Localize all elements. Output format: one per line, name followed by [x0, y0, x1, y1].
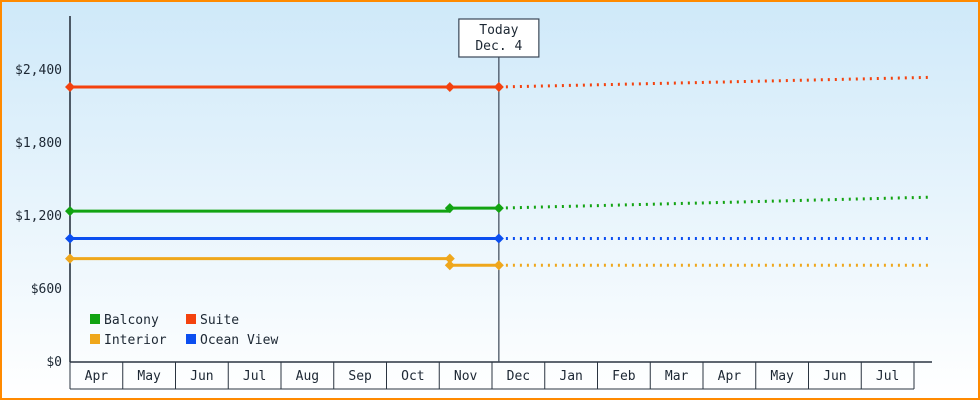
y-tick-label: $1,800	[15, 136, 62, 151]
x-tick-label: Mar	[665, 369, 689, 384]
price-marker-interior	[493, 260, 504, 271]
x-tick-label: Jul	[243, 369, 266, 384]
x-tick-label: May	[137, 369, 161, 384]
today-callout-box	[458, 18, 540, 58]
price-marker-interior	[444, 253, 455, 264]
today-label-line2: Dec. 4	[475, 39, 522, 54]
x-tick-label: Oct	[401, 369, 424, 384]
x-tick-label: Jul	[876, 369, 899, 384]
x-tick-label: Dec	[507, 369, 530, 384]
x-tick-label: Sep	[348, 369, 372, 384]
price-marker-suite	[65, 82, 75, 93]
x-tick-label: Jun	[823, 369, 846, 384]
x-tick-label: Apr	[718, 369, 742, 384]
legend-swatch-ocean-view	[186, 334, 196, 344]
legend-label-suite: Suite	[200, 313, 239, 328]
x-tick-label: Nov	[454, 369, 478, 384]
legend-swatch-balcony	[90, 314, 100, 324]
legend-swatch-suite	[186, 314, 196, 324]
y-tick-label: $0	[46, 355, 62, 370]
x-tick-label: Feb	[612, 369, 636, 384]
legend-swatch-interior	[90, 334, 100, 344]
price-marker-balcony	[65, 206, 75, 217]
price-marker-suite	[493, 82, 504, 93]
price-marker-interior	[444, 260, 455, 271]
x-tick-label: Apr	[85, 369, 109, 384]
price-marker-balcony	[493, 203, 504, 214]
legend-label-balcony: Balcony	[104, 313, 159, 328]
price-marker-ocean-view	[493, 233, 504, 244]
x-tick-label: Jan	[559, 369, 582, 384]
legend-label-ocean-view: Ocean View	[200, 333, 278, 348]
legend-label-interior: Interior	[104, 333, 167, 348]
x-tick-label: Jun	[190, 369, 213, 384]
y-tick-label: $2,400	[15, 63, 62, 78]
y-tick-label: $1,200	[15, 209, 62, 224]
x-tick-label: Aug	[296, 369, 319, 384]
price-marker-ocean-view	[65, 233, 75, 244]
y-tick-label: $600	[31, 282, 62, 297]
today-label-line1: Today	[479, 23, 518, 38]
price-marker-interior	[65, 253, 75, 264]
price-marker-suite	[444, 82, 455, 93]
x-tick-label: May	[770, 369, 794, 384]
price-marker-balcony	[444, 203, 455, 214]
